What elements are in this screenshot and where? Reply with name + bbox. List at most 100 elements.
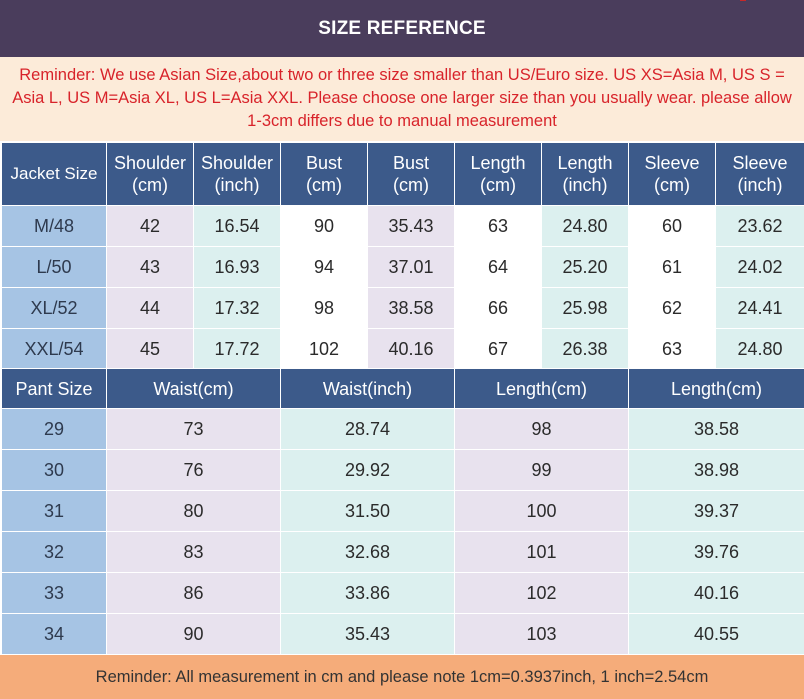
table-cell: 99: [454, 449, 629, 491]
table-cell: 24.80: [541, 205, 629, 247]
pant-column-header: Waist(cm): [106, 368, 281, 409]
table-cell: 94: [280, 246, 368, 288]
table-cell: 90: [280, 205, 368, 247]
pant-column-header: Waist(inch): [280, 368, 455, 409]
table-cell: 40.16: [628, 572, 804, 614]
pant-column-header: Pant Size: [1, 368, 107, 409]
table-cell: 90: [106, 613, 281, 655]
table-cell: 38.98: [628, 449, 804, 491]
jacket-column-header: Length (cm): [454, 142, 542, 206]
page-title: SIZE REFERENCE: [318, 17, 486, 39]
table-cell: 80: [106, 490, 281, 532]
jacket-column-header: Bust (cm): [367, 142, 455, 206]
table-cell: 45: [106, 328, 194, 370]
decorative-mark: [740, 0, 746, 1]
table-cell: 102: [454, 572, 629, 614]
column-header-line: (inch): [214, 175, 260, 195]
jacket-column-header: Jacket Size: [1, 142, 107, 206]
table-row: 29 73 28.74 98 38.58: [1, 408, 804, 450]
table-cell: 102: [280, 328, 368, 370]
table-cell: 29.92: [280, 449, 455, 491]
column-header-line: Bust: [305, 153, 343, 173]
column-header-line: Sleeve: [644, 153, 700, 173]
column-header-line: Length: [557, 153, 613, 173]
table-cell: 26.38: [541, 328, 629, 370]
jacket-column-header: Bust (cm): [280, 142, 368, 206]
table-row: L/50 43 16.93 94 37.01 64 25.20 61 24.02: [1, 246, 804, 288]
column-header-line: (cm): [306, 175, 342, 195]
pant-column-header: Length(cm): [454, 368, 629, 409]
table-cell: 23.62: [715, 205, 804, 247]
table-cell: 31.50: [280, 490, 455, 532]
table-cell: 16.54: [193, 205, 281, 247]
table-cell: 38.58: [628, 408, 804, 450]
table-cell: 35.43: [280, 613, 455, 655]
jacket-column-header: Shoulder (inch): [193, 142, 281, 206]
table-cell: 39.76: [628, 531, 804, 573]
column-header-line: Jacket Size: [10, 164, 98, 183]
table-cell: 32.68: [280, 531, 455, 573]
table-cell: 98: [280, 287, 368, 329]
column-header-line: (cm): [393, 175, 429, 195]
pant-size-cell: 34: [1, 613, 107, 655]
jacket-size-cell: XL/52: [1, 287, 107, 329]
table-cell: 25.20: [541, 246, 629, 288]
table-cell: 101: [454, 531, 629, 573]
pant-size-cell: 29: [1, 408, 107, 450]
column-header-line: (cm): [654, 175, 690, 195]
table-row: 33 86 33.86 102 40.16: [1, 572, 804, 614]
table-cell: 24.80: [715, 328, 804, 370]
table-cell: 17.72: [193, 328, 281, 370]
table-cell: 67: [454, 328, 542, 370]
column-header-line: (cm): [480, 175, 516, 195]
table-cell: 16.93: [193, 246, 281, 288]
table-cell: 33.86: [280, 572, 455, 614]
table-row: 30 76 29.92 99 38.98: [1, 449, 804, 491]
table-cell: 63: [628, 328, 716, 370]
table-cell: 25.98: [541, 287, 629, 329]
pant-size-table: Pant Size Waist(cm) Waist(inch) Length(cm) L…: [1, 368, 804, 655]
table-cell: 61: [628, 246, 716, 288]
table-cell: 64: [454, 246, 542, 288]
table-cell: 24.41: [715, 287, 804, 329]
pant-size-cell: 32: [1, 531, 107, 573]
table-cell: 83: [106, 531, 281, 573]
table-cell: 73: [106, 408, 281, 450]
column-header-line: Shoulder: [113, 153, 187, 173]
table-row: 34 90 35.43 103 40.55: [1, 613, 804, 655]
table-cell: 62: [628, 287, 716, 329]
column-header-line: Bust: [392, 153, 430, 173]
jacket-column-header: Length (inch): [541, 142, 629, 206]
table-row: XL/52 44 17.32 98 38.58 66 25.98 62 24.41: [1, 287, 804, 329]
table-cell: 37.01: [367, 246, 455, 288]
table-row: M/48 42 16.54 90 35.43 63 24.80 60 23.62: [1, 205, 804, 247]
table-cell: 43: [106, 246, 194, 288]
table-cell: 86: [106, 572, 281, 614]
jacket-size-cell: XXL/54: [1, 328, 107, 370]
table-row: 31 80 31.50 100 39.37: [1, 490, 804, 532]
table-cell: 60: [628, 205, 716, 247]
table-cell: 24.02: [715, 246, 804, 288]
table-row: 32 83 32.68 101 39.76: [1, 531, 804, 573]
jacket-column-header: Shoulder (cm): [106, 142, 194, 206]
table-cell: 39.37: [628, 490, 804, 532]
table-cell: 100: [454, 490, 629, 532]
reminder-top: Reminder: We use Asian Size,about two or…: [0, 57, 804, 141]
table-cell: 44: [106, 287, 194, 329]
column-header-line: Sleeve: [732, 153, 788, 173]
table-cell: 35.43: [367, 205, 455, 247]
title-bar: SIZE REFERENCE: [0, 0, 804, 57]
pant-size-cell: 31: [1, 490, 107, 532]
jacket-column-header: Sleeve (cm): [628, 142, 716, 206]
table-cell: 103: [454, 613, 629, 655]
table-cell: 76: [106, 449, 281, 491]
table-cell: 38.58: [367, 287, 455, 329]
table-cell: 17.32: [193, 287, 281, 329]
column-header-line: (cm): [132, 175, 168, 195]
table-cell: 98: [454, 408, 629, 450]
table-cell: 40.55: [628, 613, 804, 655]
table-cell: 63: [454, 205, 542, 247]
table-cell: 66: [454, 287, 542, 329]
pant-size-cell: 30: [1, 449, 107, 491]
pant-column-header: Length(cm): [628, 368, 804, 409]
